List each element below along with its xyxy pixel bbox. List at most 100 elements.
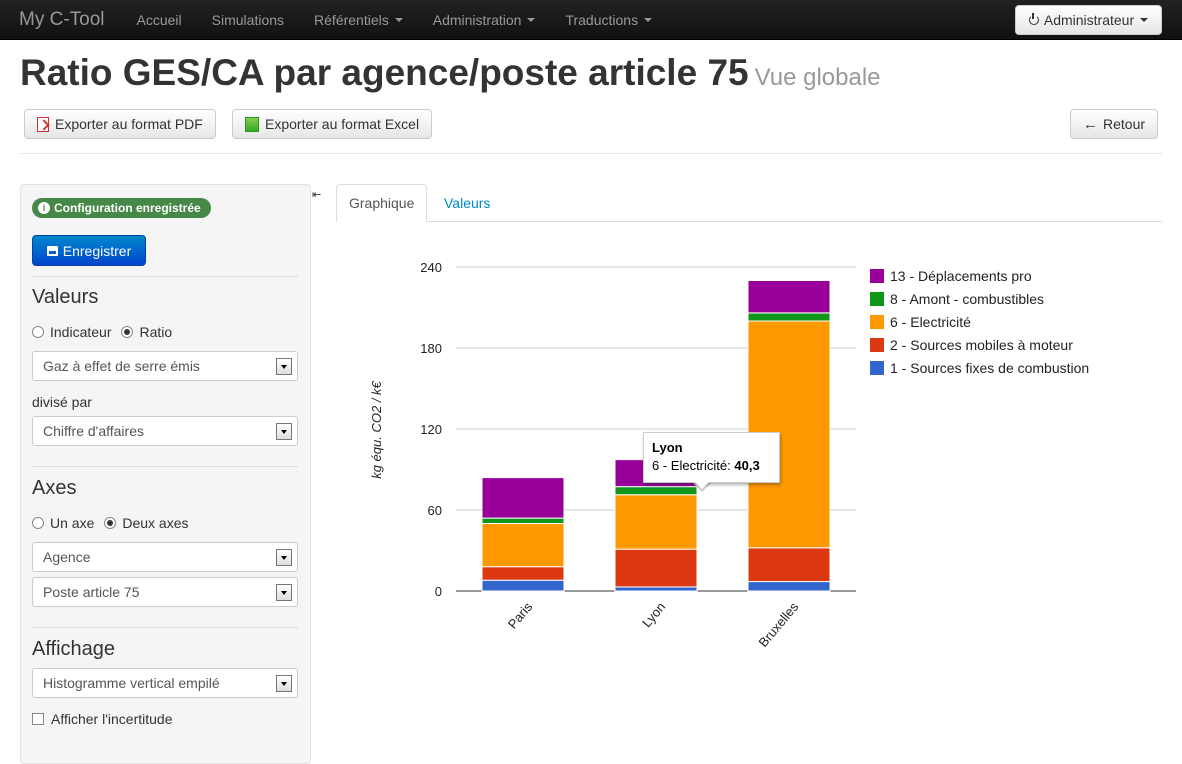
- bar-segment[interactable]: [747, 312, 831, 322]
- nav-traductions[interactable]: Traductions: [550, 0, 667, 40]
- axis2-select[interactable]: Poste article 75: [32, 577, 298, 607]
- axis1-select[interactable]: Agence: [32, 542, 298, 572]
- nav-referentiels[interactable]: Référentiels: [299, 0, 418, 40]
- caret-down-icon: [394, 17, 403, 22]
- caret-down-icon: [1140, 18, 1149, 22]
- dropdown-arrow-icon: [276, 423, 292, 440]
- legend-swatch: [870, 360, 884, 375]
- bar-segment[interactable]: [481, 517, 565, 525]
- bar-segment[interactable]: [481, 579, 565, 592]
- bar-segment[interactable]: [481, 477, 565, 519]
- bar-segment[interactable]: [481, 566, 565, 581]
- back-button[interactable]: ← Retour: [1070, 109, 1159, 139]
- divider: [32, 276, 298, 277]
- y-axis-label: kg équ. CO2 / k€: [369, 380, 384, 478]
- x-tick-label: Bruxelles: [755, 599, 801, 650]
- dropdown-arrow-icon: [276, 675, 292, 692]
- display-section-title: Affichage: [32, 638, 116, 660]
- legend-swatch: [870, 291, 884, 306]
- legend-swatch: [870, 268, 884, 283]
- export-pdf-button[interactable]: Exporter au format PDF: [24, 109, 216, 139]
- y-tick-label: 120: [420, 422, 442, 437]
- bar-segment[interactable]: [747, 547, 831, 583]
- tooltip-category: Lyon: [652, 440, 683, 455]
- legend-item[interactable]: 2 - Sources mobiles à moteur: [870, 333, 1089, 356]
- divider: [20, 153, 1162, 154]
- y-tick-label: 60: [428, 503, 442, 518]
- denominator-select[interactable]: Chiffre d'affaires: [32, 416, 298, 446]
- radio-ratio[interactable]: [121, 326, 134, 338]
- bar-segment[interactable]: [614, 486, 698, 496]
- legend-label: 2 - Sources mobiles à moteur: [890, 336, 1073, 353]
- legend-label: 13 - Déplacements pro: [890, 267, 1032, 284]
- chart-legend: 13 - Déplacements pro 8 - Amont - combust…: [870, 264, 1089, 379]
- x-tick-label: Lyon: [639, 599, 668, 630]
- legend-label: 8 - Amont - combustibles: [890, 290, 1045, 307]
- save-icon: [46, 245, 58, 256]
- page-subtitle: Vue globale: [754, 64, 881, 91]
- x-tick-label: Paris: [505, 599, 536, 632]
- config-sidebar: i Configuration enregistrée Enregistrer …: [20, 184, 311, 764]
- caret-down-icon: [644, 17, 653, 22]
- legend-label: 6 - Electricité: [890, 313, 971, 330]
- values-type-radio-group: Indicateur Ratio: [32, 324, 172, 340]
- legend-item[interactable]: 6 - Electricité: [870, 310, 1089, 333]
- export-excel-button[interactable]: Exporter au format Excel: [232, 109, 433, 139]
- axes-section-title: Axes: [32, 477, 77, 499]
- nav-simulations[interactable]: Simulations: [211, 11, 285, 28]
- chart-type-select[interactable]: Histogramme vertical empilé: [32, 668, 298, 698]
- stacked-bar-chart: 0 60 120 180 240 Paris Lyon Bruxelles kg équ. …: [369, 260, 856, 650]
- user-menu-button[interactable]: Administrateur: [1015, 5, 1162, 35]
- view-tabs: Graphique Valeurs: [336, 184, 1162, 222]
- arrow-left-icon: ←: [1083, 115, 1098, 133]
- brand-logo[interactable]: My C-Tool: [19, 8, 105, 30]
- info-icon: i: [38, 202, 50, 214]
- chart-tooltip: Lyon 6 - Electricité: 40,3: [643, 432, 780, 483]
- dropdown-arrow-icon: [276, 549, 292, 566]
- uncertainty-checkbox[interactable]: [32, 713, 44, 725]
- tab-graphique[interactable]: Graphique: [336, 184, 428, 222]
- uncertainty-checkbox-row[interactable]: Afficher l'incertitude: [32, 711, 172, 727]
- legend-item[interactable]: 13 - Déplacements pro: [870, 264, 1089, 287]
- tooltip-tail-inner: [694, 481, 710, 489]
- power-icon: [1028, 13, 1039, 25]
- radio-two-axes[interactable]: [104, 517, 117, 529]
- nav-accueil[interactable]: Accueil: [136, 11, 182, 28]
- legend-label: 1 - Sources fixes de combustion: [890, 359, 1090, 376]
- bar-segment[interactable]: [614, 548, 698, 588]
- y-tick-label: 240: [420, 260, 442, 275]
- bar-segment[interactable]: [747, 581, 831, 592]
- radio-indicator[interactable]: [32, 326, 44, 338]
- legend-item[interactable]: 1 - Sources fixes de combustion: [870, 356, 1089, 379]
- dropdown-arrow-icon: [276, 584, 292, 601]
- save-button[interactable]: Enregistrer: [32, 235, 146, 266]
- divider: [32, 627, 298, 628]
- y-tick-label: 0: [435, 584, 442, 599]
- bar-segment[interactable]: [614, 494, 698, 550]
- legend-swatch: [870, 337, 884, 352]
- user-label: Administrateur: [1043, 12, 1135, 28]
- axes-radio-group: Un axe Deux axes: [32, 515, 189, 531]
- radio-one-axis[interactable]: [32, 517, 44, 529]
- values-section-title: Valeurs: [32, 286, 99, 308]
- config-saved-badge: i Configuration enregistrée: [32, 198, 211, 218]
- bar-segment[interactable]: [481, 523, 565, 568]
- nav-administration[interactable]: Administration: [418, 0, 551, 40]
- tab-valeurs[interactable]: Valeurs: [444, 195, 491, 211]
- dropdown-arrow-icon: [276, 358, 292, 375]
- legend-item[interactable]: 8 - Amont - combustibles: [870, 287, 1089, 310]
- legend-swatch: [870, 314, 884, 329]
- bar-segment[interactable]: [747, 280, 831, 314]
- tooltip-content: 6 - Electricité: 40,3: [652, 458, 760, 473]
- pdf-icon: [37, 116, 49, 132]
- page-title: Ratio GES/CA par agence/poste article 75…: [20, 52, 881, 93]
- collapse-sidebar-icon[interactable]: ⇤: [312, 189, 322, 201]
- excel-icon: [245, 116, 259, 132]
- divider: [32, 466, 298, 467]
- top-navbar: My C-Tool Accueil Simulations Référentie…: [0, 0, 1182, 40]
- y-tick-label: 180: [420, 341, 442, 356]
- numerator-select[interactable]: Gaz à effet de serre émis: [32, 351, 298, 381]
- bar-segment[interactable]: [614, 586, 698, 592]
- divided-by-label: divisé par: [32, 394, 92, 410]
- caret-down-icon: [527, 17, 536, 22]
